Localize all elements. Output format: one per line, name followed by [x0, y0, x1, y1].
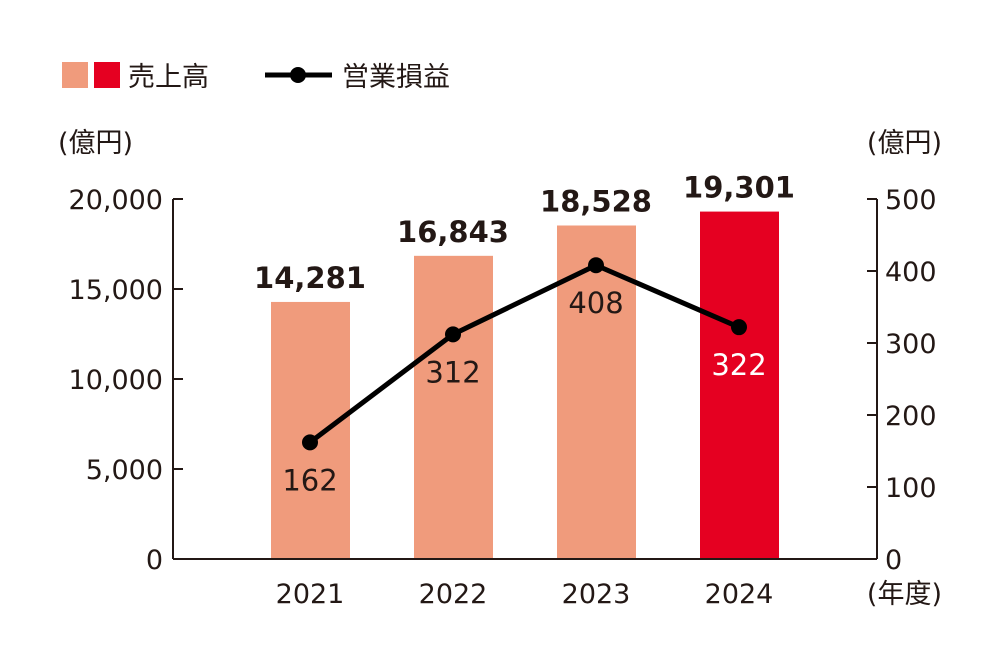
right-tick-label: 100	[885, 473, 937, 504]
bar-2023	[557, 225, 636, 559]
right-tick-label: 500	[885, 185, 937, 216]
bar-2024	[700, 211, 779, 559]
x-tick-label: 2024	[705, 579, 774, 610]
line-point-2023	[588, 257, 604, 274]
legend-label-bar: 売上高	[128, 62, 209, 93]
left-tick-label: 20,000	[69, 185, 163, 216]
legend-swatch-bar-red	[94, 62, 120, 88]
line-label-2022: 312	[425, 355, 480, 389]
bar-2021	[271, 301, 350, 559]
left-tick-label: 5,000	[86, 455, 163, 486]
x-tick-label: 2021	[276, 579, 345, 610]
right-axis-unit: (億円)	[867, 128, 942, 159]
line-label-2021: 162	[282, 463, 337, 497]
bar-2022	[414, 255, 493, 560]
left-tick-label: 0	[146, 545, 163, 576]
bar-label-2021: 14,281	[254, 261, 366, 295]
line-series	[308, 262, 740, 445]
line-point-2022	[445, 326, 461, 343]
right-tick-label: 200	[885, 401, 937, 432]
line-label-2023: 408	[568, 286, 623, 320]
left-tick-label: 15,000	[69, 275, 163, 306]
legend-swatch-bar-light	[62, 62, 88, 88]
right-tick-label: 300	[885, 329, 937, 360]
legend-label-line: 営業損益	[342, 62, 450, 93]
x-axis-unit: (年度)	[867, 579, 942, 610]
x-tick-label: 2022	[419, 579, 488, 610]
line-label-2024: 322	[711, 348, 766, 382]
legend-marker	[290, 67, 306, 83]
bar-label-2024: 19,301	[683, 171, 795, 205]
right-tick-label: 400	[885, 257, 937, 288]
left-tick-label: 10,000	[69, 365, 163, 396]
x-tick-label: 2023	[562, 579, 631, 610]
bar-label-2023: 18,528	[540, 184, 652, 218]
right-tick-label: 0	[885, 545, 902, 576]
bar-label-2022: 16,843	[397, 215, 509, 249]
line-point-2024	[731, 319, 747, 336]
line-point-2021	[302, 434, 318, 451]
left-axis-unit: (億円)	[58, 128, 133, 159]
